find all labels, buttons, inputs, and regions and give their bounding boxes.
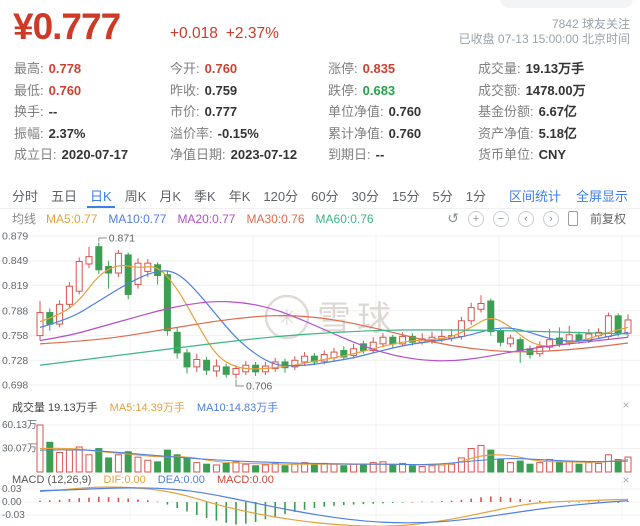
change-value: +0.018 — [170, 25, 218, 42]
svg-text:0.706: 0.706 — [246, 381, 272, 393]
stat-row: 涨停: 0.835 — [328, 61, 396, 76]
tab-15min[interactable]: 15分 — [392, 189, 420, 204]
tab-monthly-k[interactable]: 月K — [159, 189, 182, 204]
stats-column-1: 最高: 0.778 最低: 0.760 换手: -- 振幅: 2.37% 成立日: 202… — [14, 58, 128, 166]
partial-top-button[interactable] — [500, 0, 633, 8]
macd-dif-legend: DIF:0.00 — [103, 474, 146, 486]
zoom-out-icon[interactable]: − — [492, 210, 509, 227]
stats-column-2: 今开: 0.760 昨收: 0.759 市价: 0.777 溢价率: -0.15% 净值… — [170, 58, 297, 166]
tab-right-links: 区间统计 全屏显示 — [509, 186, 640, 205]
svg-text:0.871: 0.871 — [109, 233, 135, 245]
stats-column-3: 涨停: 0.835 跌停: 0.683 单位净值: 0.760 累计净值: 0.760 … — [328, 58, 421, 166]
followers-count: 7842 球友关注 — [551, 17, 630, 31]
zoom-in-icon[interactable]: + — [467, 210, 484, 227]
stat-row: 今开: 0.760 — [170, 61, 238, 76]
svg-text:0.819: 0.819 — [2, 280, 28, 292]
macd-close-icon[interactable]: × — [622, 473, 630, 487]
stat-row: 最高: 0.778 — [14, 61, 82, 76]
macd-dea-legend: DEA:0.00 — [157, 474, 205, 486]
svg-text:0.879: 0.879 — [2, 231, 28, 243]
stat-row: 货币单位: CNY — [478, 147, 567, 162]
volume-ma10-legend: MA10:14.83万手 — [196, 402, 279, 414]
ma-legendbar: 均线 MA5:0.77 MA10:0.77 MA20:0.77 MA30:0.7… — [0, 209, 640, 228]
volume-ma5-legend: MA5:14.39万手 — [109, 402, 185, 414]
ma10-legend: MA10:0.77 — [108, 211, 167, 226]
market-status: 已收盘 07-13 15:00:00 北京时间 — [458, 32, 630, 46]
svg-text:0.03: 0.03 — [2, 484, 22, 495]
svg-text:✳: ✳ — [278, 305, 296, 330]
volume-close-icon[interactable]: × — [622, 398, 630, 412]
ma60-legend: MA60:0.76 — [315, 211, 374, 226]
ma5-legend: MA5:0.77 — [46, 211, 98, 226]
stat-row: 累计净值: 0.760 — [328, 125, 422, 141]
undo-icon[interactable]: ↺ — [447, 210, 459, 226]
stats-grid: 最高: 0.778 最低: 0.760 换手: -- 振幅: 2.37% 成立日: 202… — [0, 58, 640, 168]
stat-row: 跌停: 0.683 — [328, 82, 396, 98]
adjust-mode-button[interactable]: 前复权 — [589, 212, 626, 226]
stat-row: 换手: -- — [14, 104, 58, 119]
stat-row: 到期日: -- — [328, 147, 385, 162]
pan-left-icon[interactable]: ‹ — [517, 210, 534, 227]
svg-text:0.849: 0.849 — [2, 255, 28, 267]
stat-row: 市价: 0.777 — [170, 104, 238, 119]
chart-tools: ↺ + − ‹ › 前复权 — [447, 210, 640, 227]
svg-text:0.788: 0.788 — [2, 305, 28, 317]
svg-text:30.07万: 30.07万 — [2, 443, 37, 454]
svg-text:0.698: 0.698 — [2, 379, 28, 391]
macd-title: MACD (12,26,9) — [12, 474, 92, 486]
stat-row: 成交额: 1478.00万 — [478, 82, 586, 98]
period-tabbar: 分时 五日 日K 周K 月K 季K 年K 120分 60分 30分 15分 5分… — [0, 183, 640, 209]
price-change: +0.018 +2.37% — [170, 25, 287, 43]
fullscreen-link[interactable]: 全屏显示 — [575, 189, 628, 204]
tab-weekly-k[interactable]: 周K — [124, 189, 147, 204]
stat-row: 资产净值: 5.18亿 — [478, 125, 577, 141]
tab-5day[interactable]: 五日 — [51, 189, 78, 204]
stat-row: 单位净值: 0.760 — [328, 104, 422, 119]
stat-row: 成交量: 19.13万手 — [478, 61, 585, 76]
tab-60min[interactable]: 60分 — [311, 189, 339, 204]
stat-row: 溢价率: -0.15% — [170, 125, 259, 141]
stat-row: 最低: 0.760 — [14, 82, 82, 98]
svg-text:0.758: 0.758 — [2, 330, 28, 342]
ma-legend-title: 均线 — [12, 212, 37, 226]
change-percent: +2.37% — [225, 25, 279, 42]
ma30-legend: MA30:0.76 — [246, 211, 305, 226]
volume-pane-header: 成交量 19.13万手 MA5:14.39万手 MA10:14.83万手 — [12, 399, 287, 415]
tab-daily-k[interactable]: 日K — [87, 183, 115, 208]
tab-30min[interactable]: 30分 — [351, 189, 380, 204]
tab-minute[interactable]: 分时 — [12, 189, 39, 204]
tab-120min[interactable]: 120分 — [263, 189, 299, 204]
stat-row: 成立日: 2020-07-17 — [14, 147, 129, 162]
ma20-legend: MA20:0.77 — [177, 211, 236, 226]
svg-text:0.00: 0.00 — [2, 497, 22, 508]
tab-5min[interactable]: 5分 — [432, 189, 453, 204]
volume-title: 成交量 19.13万手 — [12, 402, 98, 414]
tab-quarterly-k[interactable]: 季K — [194, 189, 216, 204]
range-stats-link[interactable]: 区间统计 — [508, 189, 561, 204]
tab-yearly-k[interactable]: 年K — [228, 189, 251, 204]
macd-hist-legend: MACD:0.00 — [216, 474, 274, 486]
current-price: ¥0.777 — [13, 6, 121, 47]
tab-1min[interactable]: 1分 — [465, 189, 486, 204]
stats-column-4: 成交量: 19.13万手 成交额: 1478.00万 基金份额: 6.67亿 资产净值… — [478, 58, 586, 166]
svg-text:-0.03: -0.03 — [2, 510, 25, 521]
macd-pane-header: MACD (12,26,9) DIF:0.00 DEA:0.00 MACD:0.… — [12, 474, 283, 486]
pan-right-icon[interactable]: › — [542, 210, 559, 227]
svg-text:0.728: 0.728 — [2, 355, 28, 367]
svg-text:60.13万: 60.13万 — [2, 420, 37, 431]
stat-row: 净值日期: 2023-07-12 — [170, 147, 298, 162]
screenshot-icon[interactable] — [567, 211, 578, 226]
stat-row: 昨收: 0.759 — [170, 82, 238, 98]
stat-row: 基金份额: 6.67亿 — [478, 104, 577, 119]
stat-row: 振幅: 2.37% — [14, 125, 86, 141]
